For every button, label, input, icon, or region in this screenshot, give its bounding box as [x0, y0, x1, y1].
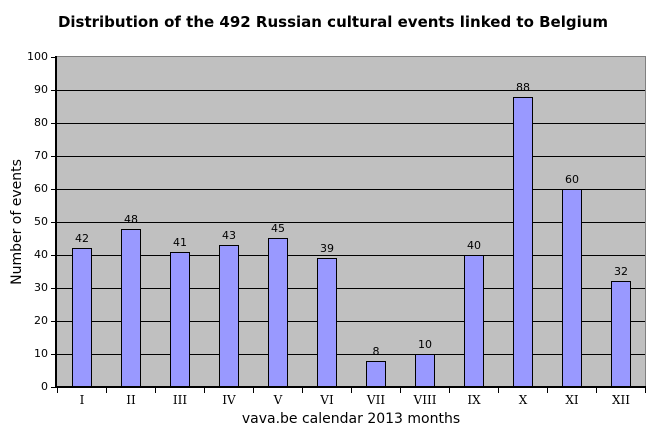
- bar-value-label-IX: 40: [467, 239, 481, 252]
- x-category-label-I: I: [79, 393, 85, 407]
- y-tick-label-60: 60: [34, 182, 48, 195]
- x-tick-mark-2: [155, 388, 156, 393]
- x-category-label-XI: XI: [565, 393, 579, 407]
- y-tick-mark-40: [51, 255, 56, 256]
- bar-value-label-IV: 43: [222, 229, 236, 242]
- x-tick-mark-4: [253, 388, 254, 393]
- y-tick-label-30: 30: [34, 281, 48, 294]
- bar-VII: [366, 361, 386, 387]
- x-tick-mark-10: [547, 388, 548, 393]
- bar-II: [121, 229, 141, 387]
- x-category-label-VIII: VIII: [413, 393, 437, 407]
- y-tick-mark-100: [51, 57, 56, 58]
- bar-III: [170, 252, 190, 387]
- x-tick-mark-9: [498, 388, 499, 393]
- y-tick-mark-20: [51, 321, 56, 322]
- x-category-label-V: V: [273, 393, 283, 407]
- y-tick-mark-0: [51, 387, 56, 388]
- plot-border-right: [645, 57, 646, 387]
- y-tick-label-90: 90: [34, 83, 48, 96]
- y-tick-mark-10: [51, 354, 56, 355]
- y-tick-label-80: 80: [34, 116, 48, 129]
- gridline-70: [57, 156, 645, 157]
- bar-V: [268, 238, 288, 387]
- gridline-20: [57, 321, 645, 322]
- y-tick-mark-50: [51, 222, 56, 223]
- y-tick-mark-80: [51, 123, 56, 124]
- gridline-40: [57, 255, 645, 256]
- gridline-90: [57, 90, 645, 91]
- bar-value-label-VIII: 10: [418, 338, 432, 351]
- x-category-label-III: III: [172, 393, 188, 407]
- bar-value-label-II: 48: [124, 213, 138, 226]
- y-tick-label-40: 40: [34, 248, 48, 261]
- chart-title: Distribution of the 492 Russian cultural…: [57, 13, 609, 31]
- y-tick-mark-30: [51, 288, 56, 289]
- bar-IV: [219, 245, 239, 387]
- y-axis-line: [55, 56, 57, 388]
- x-category-label-II: II: [126, 393, 136, 407]
- bar-VI: [317, 258, 337, 387]
- y-tick-mark-60: [51, 189, 56, 190]
- x-tick-mark-6: [351, 388, 352, 393]
- gridline-50: [57, 222, 645, 223]
- y-tick-mark-90: [51, 90, 56, 91]
- gridline-80: [57, 123, 645, 124]
- gridline-10: [57, 354, 645, 355]
- x-tick-mark-5: [302, 388, 303, 393]
- y-tick-mark-70: [51, 156, 56, 157]
- x-tick-mark-7: [400, 388, 401, 393]
- x-tick-mark-3: [204, 388, 205, 393]
- y-tick-label-100: 100: [27, 50, 48, 63]
- x-category-label-IX: IX: [467, 393, 481, 407]
- plot-border-top: [57, 56, 646, 57]
- gridline-60: [57, 189, 645, 190]
- bar-XI: [562, 189, 582, 387]
- x-category-label-VII: VII: [366, 393, 386, 407]
- gridline-30: [57, 288, 645, 289]
- bar-value-label-X: 88: [516, 81, 530, 94]
- y-tick-label-70: 70: [34, 149, 48, 162]
- x-category-label-IV: IV: [222, 393, 236, 407]
- y-tick-label-10: 10: [34, 347, 48, 360]
- bar-I: [72, 248, 92, 387]
- x-tick-mark-8: [449, 388, 450, 393]
- x-axis-title: vava.be calendar 2013 months: [241, 411, 461, 427]
- y-tick-label-50: 50: [34, 215, 48, 228]
- bar-IX: [464, 255, 484, 387]
- bar-value-label-VII: 8: [372, 345, 380, 358]
- y-tick-label-0: 0: [41, 380, 48, 393]
- bar-value-label-VI: 39: [320, 242, 334, 255]
- x-tick-mark-1: [106, 388, 107, 393]
- bar-value-label-III: 41: [173, 236, 187, 249]
- x-category-label-VI: VI: [320, 393, 334, 407]
- x-tick-mark-12: [645, 388, 646, 393]
- bar-XII: [611, 281, 631, 387]
- x-category-label-X: X: [518, 393, 528, 407]
- bar-value-label-XII: 32: [614, 265, 628, 278]
- x-tick-mark-0: [57, 388, 58, 393]
- bar-X: [513, 97, 533, 387]
- bar-VIII: [415, 354, 435, 387]
- bar-value-label-V: 45: [271, 222, 285, 235]
- x-axis-line: [55, 386, 646, 388]
- x-category-label-XII: XII: [611, 393, 631, 407]
- x-tick-mark-11: [596, 388, 597, 393]
- bar-value-label-XI: 60: [565, 173, 579, 186]
- bar-value-label-I: 42: [75, 232, 89, 245]
- y-tick-label-20: 20: [34, 314, 48, 327]
